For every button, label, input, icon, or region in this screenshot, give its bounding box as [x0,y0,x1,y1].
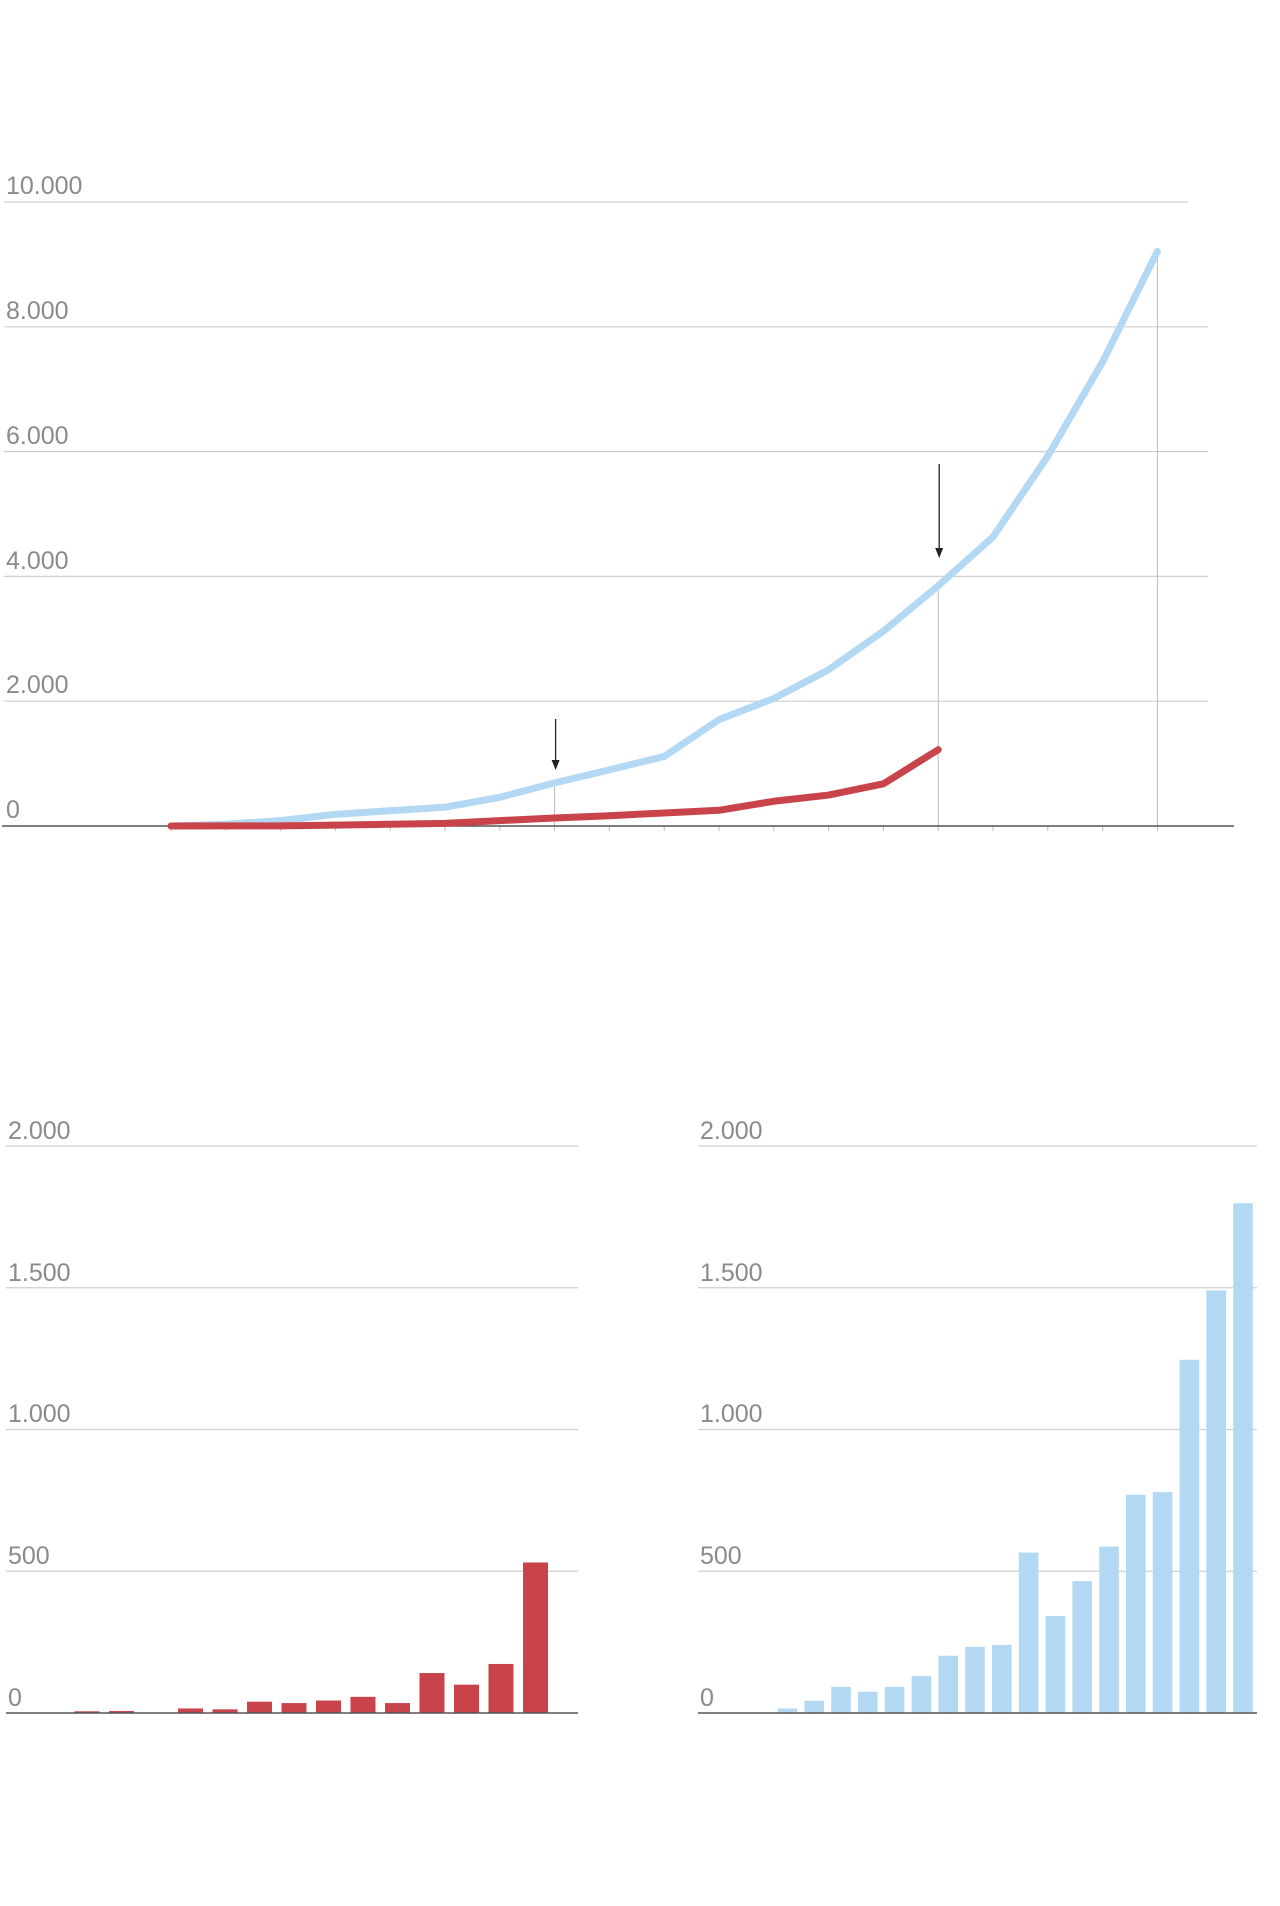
y-tick-label: 6.000 [6,422,69,450]
bar [212,1709,238,1713]
bar [992,1644,1012,1713]
y-tick-label: 10.000 [6,172,82,200]
line-chart: 0 2.000 4.000 6.000 8.000 10.000 [2,172,1234,831]
y-tick-label: 0 [700,1684,714,1712]
y-tick-label: 0 [8,1684,22,1712]
y-tick-label: 8.000 [6,297,69,325]
bar [419,1673,445,1713]
y-tick-label: 1.500 [8,1259,71,1287]
bar [831,1686,851,1713]
annotation-arrowhead-icon [551,760,560,770]
y-tick-label: 2.000 [6,671,69,699]
bar [523,1562,548,1713]
annotation-arrowhead-icon [935,548,944,558]
bar [488,1663,514,1713]
bar [454,1684,479,1713]
y-tick-label: 4.000 [6,547,69,575]
bar [858,1691,878,1713]
bar [385,1703,410,1713]
bar [911,1676,932,1713]
bar [777,1708,798,1713]
bar [938,1655,958,1713]
bar [316,1700,341,1713]
y-tick-label: 0 [6,796,20,824]
series-line-red [167,746,942,830]
bar [74,1711,100,1713]
bar [281,1703,307,1713]
bar [178,1708,203,1713]
bar [1045,1616,1066,1713]
y-tick-label: 1.500 [700,1259,763,1287]
bar [884,1686,905,1713]
bar [1099,1546,1119,1713]
bar [804,1700,824,1713]
bar [965,1646,985,1713]
y-tick-label: 1.000 [700,1400,763,1428]
y-tick-label: 500 [8,1542,50,1570]
bar [1179,1359,1200,1713]
bar [1206,1290,1226,1713]
bar [1152,1492,1173,1713]
bar-chart-red: 0 500 1.000 1.500 2.000 [6,1117,578,1714]
y-tick-label: 2.000 [700,1117,763,1145]
bar [247,1701,272,1713]
y-tick-label: 500 [700,1542,742,1570]
series-line-blue [167,247,1161,830]
bar-chart-blue: 0 500 1.000 1.500 2.000 [698,1117,1257,1714]
bar [109,1711,134,1713]
bar [1018,1552,1039,1713]
bar [1233,1203,1253,1713]
y-tick-label: 1.000 [8,1400,71,1428]
y-tick-label: 2.000 [8,1117,71,1145]
bar [350,1696,376,1713]
bar [1126,1494,1146,1713]
bar [1072,1581,1092,1713]
